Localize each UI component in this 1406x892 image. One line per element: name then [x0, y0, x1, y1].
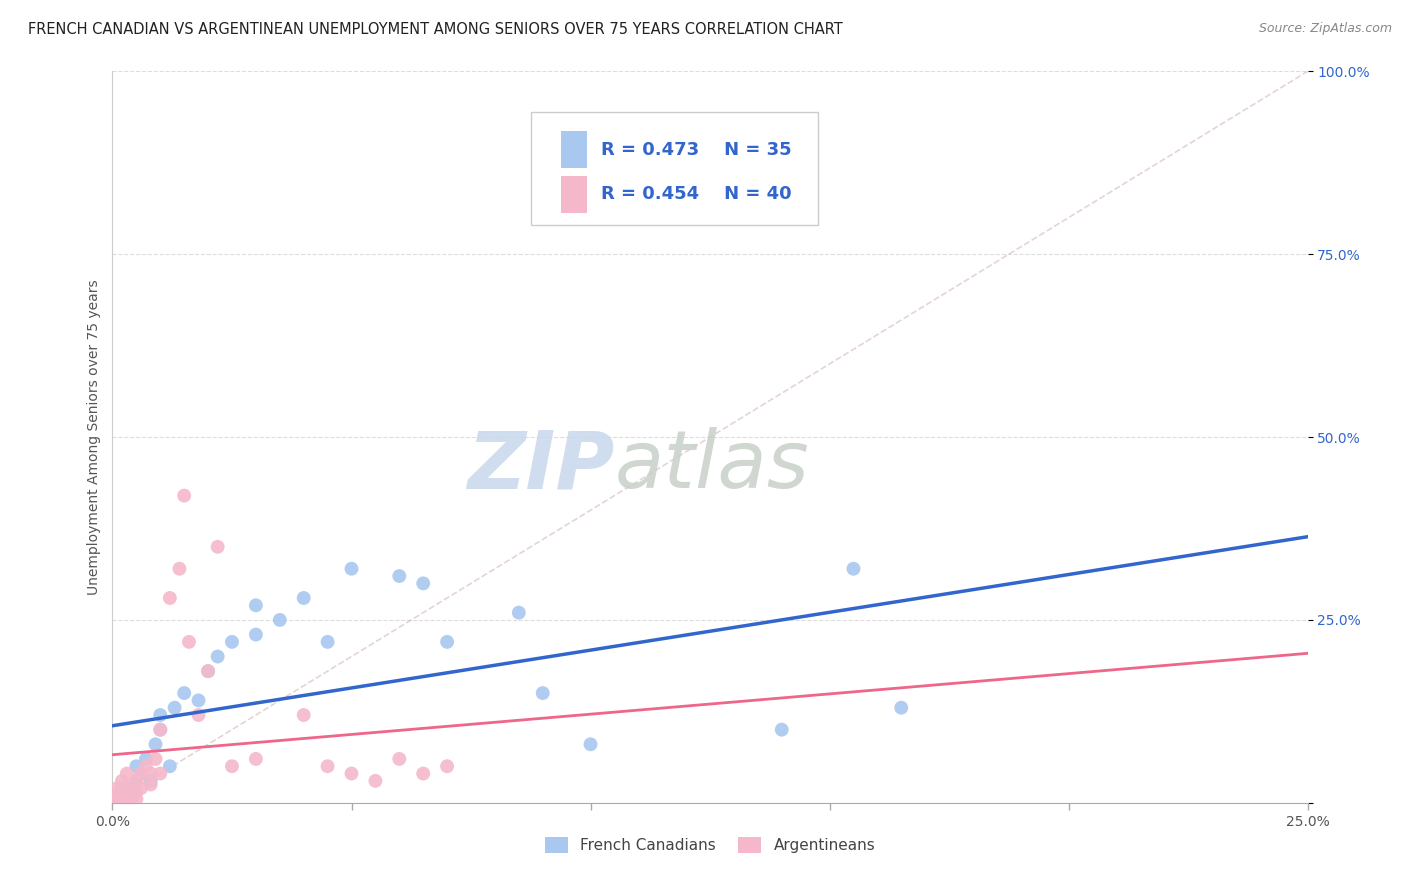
FancyBboxPatch shape	[561, 131, 586, 168]
Point	[340, 766, 363, 780]
Point	[121, 789, 143, 803]
Point	[163, 700, 186, 714]
Point	[364, 773, 387, 788]
Point	[207, 540, 229, 554]
Point	[125, 773, 148, 788]
Point	[149, 708, 172, 723]
FancyBboxPatch shape	[531, 112, 818, 225]
Point	[111, 781, 134, 796]
Point	[159, 591, 181, 605]
Point	[111, 773, 134, 788]
Point	[145, 737, 167, 751]
Point	[388, 752, 411, 766]
Point	[149, 766, 172, 780]
Point	[340, 562, 363, 576]
Point	[197, 664, 219, 678]
Y-axis label: Unemployment Among Seniors over 75 years: Unemployment Among Seniors over 75 years	[87, 279, 101, 595]
Point	[121, 792, 143, 806]
Point	[269, 613, 291, 627]
Point	[169, 562, 191, 576]
Point	[245, 599, 267, 613]
Point	[245, 752, 267, 766]
Point	[187, 708, 209, 723]
Point	[207, 649, 229, 664]
Text: atlas: atlas	[614, 427, 810, 506]
Point	[770, 723, 793, 737]
Point	[508, 606, 530, 620]
Point	[292, 591, 315, 605]
FancyBboxPatch shape	[561, 176, 586, 212]
Legend: French Canadians, Argentineans: French Canadians, Argentineans	[537, 830, 883, 861]
Point	[105, 789, 128, 803]
Point	[105, 781, 128, 796]
Point	[890, 700, 912, 714]
Point	[316, 759, 339, 773]
Point	[111, 792, 134, 806]
Point	[149, 723, 172, 737]
Text: R = 0.454    N = 40: R = 0.454 N = 40	[602, 186, 792, 203]
Point	[121, 785, 143, 799]
Point	[436, 759, 458, 773]
Point	[139, 778, 162, 792]
Point	[105, 792, 128, 806]
Point	[111, 789, 134, 803]
Point	[316, 635, 339, 649]
Point	[145, 752, 167, 766]
Point	[197, 664, 219, 678]
Point	[388, 569, 411, 583]
Text: R = 0.473    N = 35: R = 0.473 N = 35	[602, 141, 792, 159]
Point	[159, 759, 181, 773]
Point	[412, 766, 434, 780]
Point	[115, 785, 138, 799]
Point	[115, 789, 138, 803]
Point	[129, 766, 152, 780]
Point	[135, 752, 157, 766]
Point	[115, 781, 138, 796]
Point	[221, 759, 243, 773]
Point	[245, 627, 267, 641]
Point	[125, 759, 148, 773]
Point	[125, 785, 148, 799]
Point	[125, 792, 148, 806]
Text: FRENCH CANADIAN VS ARGENTINEAN UNEMPLOYMENT AMONG SENIORS OVER 75 YEARS CORRELAT: FRENCH CANADIAN VS ARGENTINEAN UNEMPLOYM…	[28, 22, 842, 37]
Point	[579, 737, 602, 751]
Point	[412, 576, 434, 591]
Point	[115, 766, 138, 780]
Point	[436, 635, 458, 649]
Point	[531, 686, 554, 700]
Point	[125, 773, 148, 788]
Point	[177, 635, 200, 649]
Text: ZIP: ZIP	[467, 427, 614, 506]
Point	[115, 792, 138, 806]
Point	[292, 708, 315, 723]
Point	[173, 489, 195, 503]
Point	[139, 773, 162, 788]
Point	[129, 766, 152, 780]
Point	[111, 789, 134, 803]
Point	[139, 766, 162, 780]
Point	[187, 693, 209, 707]
Point	[129, 781, 152, 796]
Text: Source: ZipAtlas.com: Source: ZipAtlas.com	[1258, 22, 1392, 36]
Point	[221, 635, 243, 649]
Point	[121, 781, 143, 796]
Point	[173, 686, 195, 700]
Point	[842, 562, 865, 576]
Point	[149, 723, 172, 737]
Point	[135, 759, 157, 773]
Point	[105, 792, 128, 806]
